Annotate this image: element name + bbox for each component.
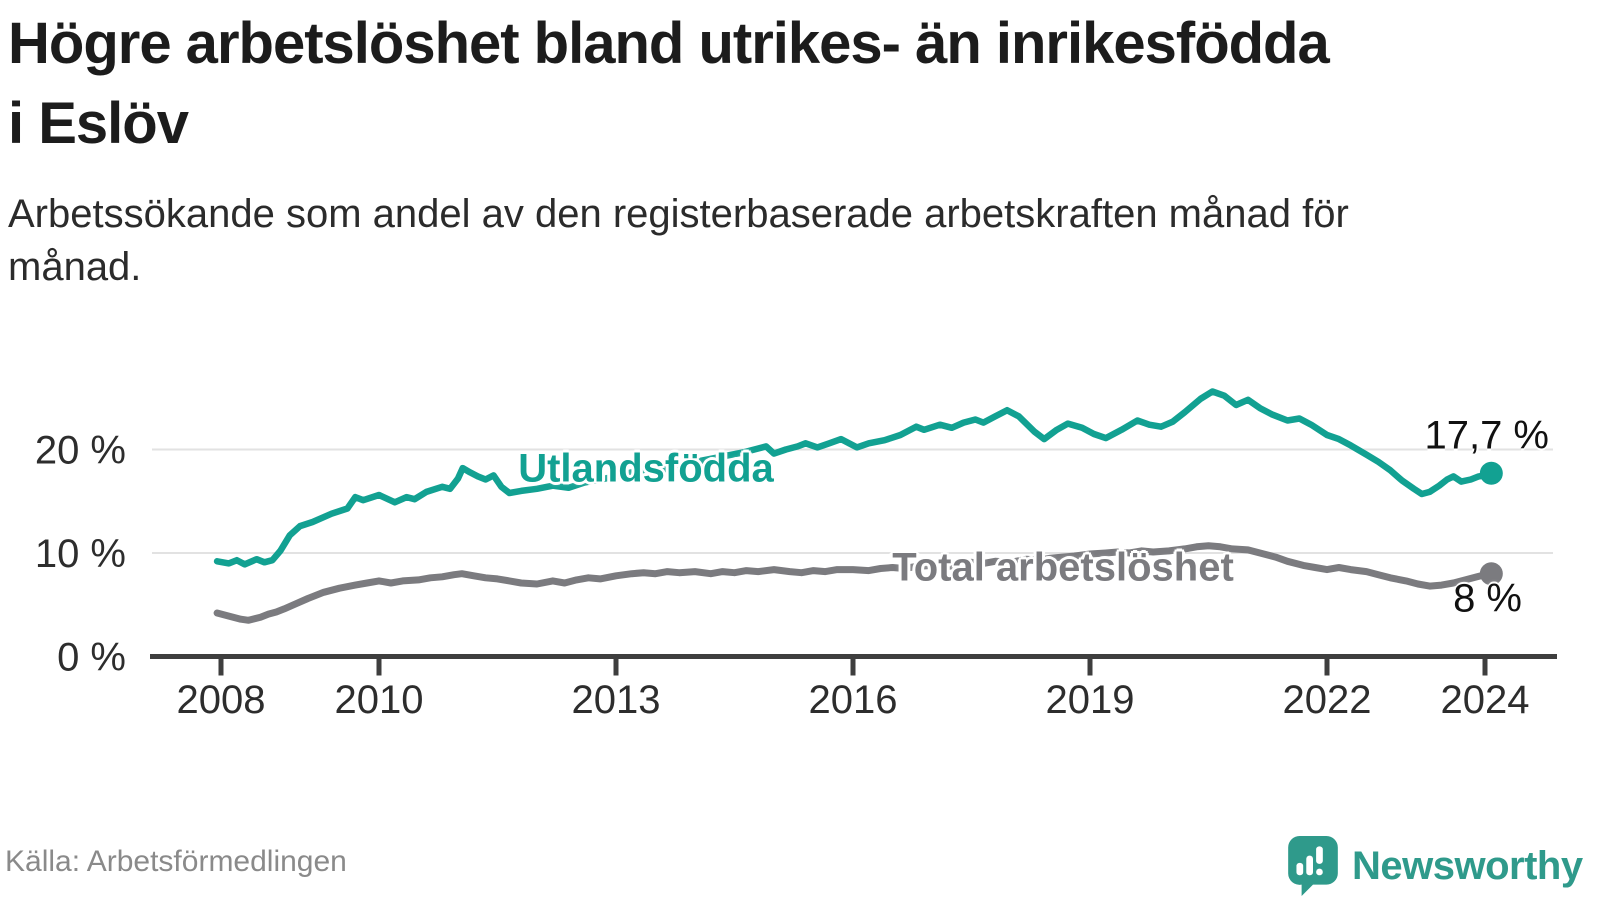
series-line-utlandsf-dda (213, 388, 1495, 568)
y-axis-tick-label: 20 % (35, 429, 126, 473)
x-axis-tick-label: 2010 (335, 678, 424, 722)
y-axis-tick-label: 10 % (35, 532, 126, 576)
series-line-total-arbetsl-shet (213, 542, 1495, 624)
end-value-label-total: 8 % (1453, 576, 1522, 621)
series-label-utlandsfodda: Utlandsfödda (518, 446, 774, 491)
series-end-dot-total-arbetsl-shet (1479, 562, 1503, 586)
x-axis-tick-label: 2019 (1046, 678, 1135, 722)
series-label-total-arbetsloshet: Total arbetslöshet (892, 545, 1234, 590)
newsworthy-speech-bubble-chart-icon (1288, 836, 1338, 896)
newsworthy-wordmark: Newsworthy (1352, 844, 1583, 888)
x-axis-tick-label: 2016 (809, 678, 898, 722)
y-axis-tick-label: 0 % (57, 636, 126, 680)
chart-subtitle: Arbetssökande som andel av den registerb… (8, 192, 1349, 289)
x-axis-tick-label: 2022 (1283, 678, 1372, 722)
x-axis-tick-label: 2008 (177, 678, 266, 722)
source-note: Källa: Arbetsförmedlingen (5, 845, 347, 878)
series-end-dot-utlandsf-dda (1479, 461, 1503, 485)
x-axis-tick-label: 2013 (572, 678, 661, 722)
newsworthy-logo: Newsworthy (1288, 836, 1583, 896)
end-value-label-utlandsfodda: 17,7 % (1424, 413, 1549, 458)
x-axis-tick-label: 2024 (1441, 678, 1530, 722)
page-title: Högre arbetslöshet bland utrikes- än inr… (8, 11, 1330, 156)
